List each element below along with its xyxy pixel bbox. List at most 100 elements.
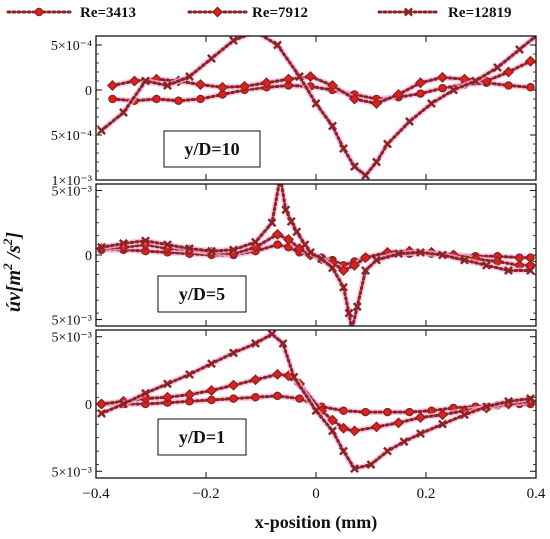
data-point [328,426,337,436]
data-point [273,40,282,50]
panel-label: y/D=5 [179,284,225,304]
y-tick-label: 0 [85,398,92,413]
data-point [194,79,207,91]
data-point [337,422,350,434]
panel-y-d-1: 5×10⁻³ 0 5×10⁻³ y/D=1 [52,329,537,480]
data-point [238,80,251,92]
data-point [392,88,405,101]
data-point [348,93,361,105]
legend-label: Re=3413 [80,5,136,21]
legend-marker [34,7,44,17]
data-point [361,266,370,275]
data-point [416,247,425,257]
data-point [438,250,447,260]
series-re-12819 [97,330,535,474]
data-point [267,330,277,339]
data-point [108,94,117,104]
data-point [383,446,392,456]
legend-item-re-7912: Re=7912 [187,5,308,21]
data-point [416,89,425,98]
y-tick-label: 5×10⁻³ [52,184,92,199]
data-point [304,70,317,83]
data-point [251,339,260,348]
data-point [281,205,291,215]
data-point [207,54,216,63]
data-point [207,395,216,405]
series-group [97,28,536,180]
data-point [249,374,262,386]
data-point [359,252,372,264]
y-tick-label: 5×10⁻⁴ [51,129,92,144]
panel-label-box [157,275,247,313]
data-point [196,94,205,104]
data-point [286,216,296,226]
y-tick-label: 5×10⁻⁴ [51,39,92,54]
data-point [227,379,240,391]
series-group [96,184,536,326]
legend-label: Re=7912 [252,5,308,21]
data-point [337,264,350,277]
data-point [348,259,361,271]
panel-y-d-10: 5×10⁻⁴ 0 5×10⁻⁴ 1×10⁻³ y/D=10 [51,28,537,189]
data-point [229,348,238,358]
data-point [414,411,427,423]
x-tick-label: 0.2 [417,486,436,502]
data-point [278,339,288,348]
y-tick-label: 5×10⁻³ [52,465,92,480]
data-point [163,81,172,90]
data-point [251,393,260,402]
data-point [427,99,436,108]
data-point [119,399,128,409]
data-point [128,75,141,87]
series-re-12819 [97,184,535,326]
data-point [326,79,339,92]
data-point [372,157,381,167]
x-tick-label: 0 [312,486,320,502]
data-point [185,369,194,379]
panel-frame [95,183,537,327]
data-point [405,117,414,126]
data-point [438,83,447,93]
data-point [361,171,370,180]
data-point [471,76,480,86]
legend-label: Re=12819 [448,5,512,21]
data-point [502,66,515,78]
data-point [183,389,196,401]
data-point [339,446,348,456]
data-point [482,260,491,270]
panel-y-d-5: 5×10⁻³ 0 5×10⁻³ y/D=5 [52,183,537,329]
data-point [97,126,106,135]
data-point [504,81,513,90]
data-point [97,408,106,418]
data-point [282,73,295,85]
data-point [311,99,321,108]
data-point [416,429,425,439]
data-point [383,407,392,417]
data-point [399,437,409,447]
data-point [436,409,449,421]
y-tick-label: 1×10⁻³ [52,174,92,189]
data-point [392,417,405,429]
panel-label-box [157,418,247,456]
data-point [405,407,414,417]
data-point [271,228,284,240]
panel-label: y/D=1 [179,427,225,447]
data-point [273,240,282,249]
series-re-12819 [97,28,536,180]
panel-frame [95,329,537,479]
data-point [163,240,172,250]
data-point [370,97,383,110]
series-line [100,332,532,471]
data-point [152,94,161,104]
data-point [493,63,502,72]
data-point [216,81,229,93]
data-point [106,79,119,92]
y-tick-label: 0 [85,249,92,264]
data-point [339,406,348,415]
data-point [370,421,383,433]
legend-marker [211,6,224,18]
data-point [252,28,259,35]
data-point [207,246,216,256]
data-point [328,121,337,131]
